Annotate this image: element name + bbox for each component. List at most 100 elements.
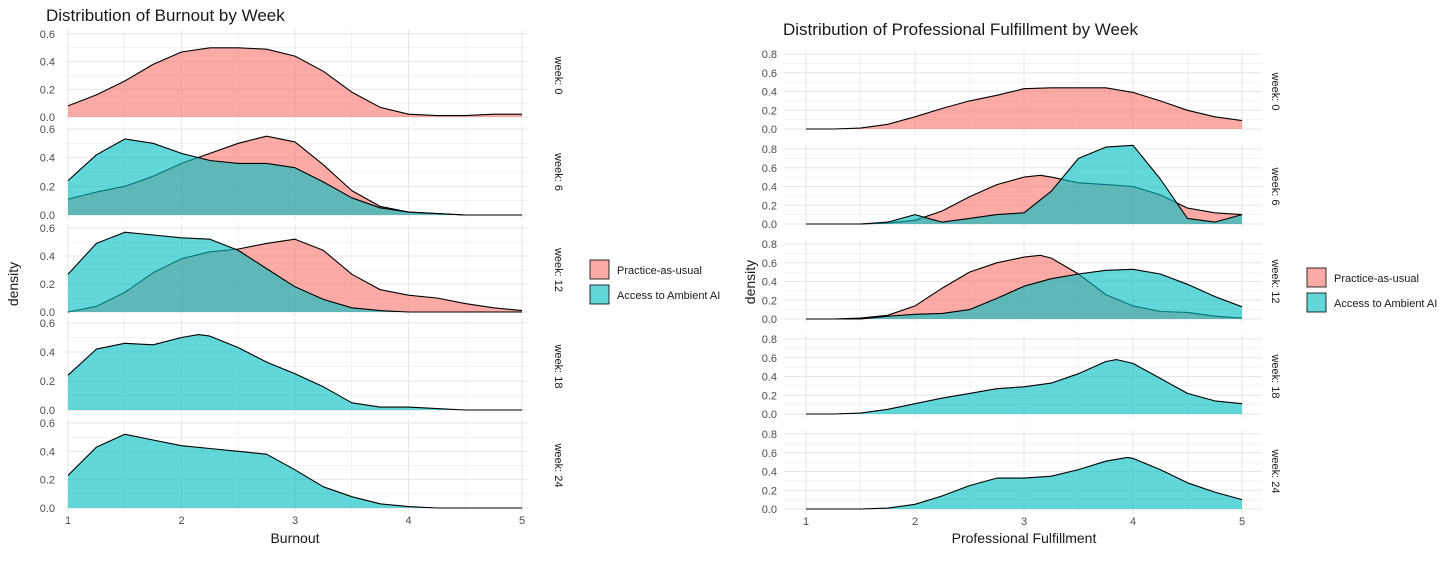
facet-strip-label: week: 12 — [1269, 258, 1281, 303]
chart-title: Distribution of Burnout by Week — [46, 6, 285, 25]
y-tick-label: 0.6 — [40, 418, 55, 430]
y-tick-label: 0.8 — [762, 334, 777, 346]
density-area-access-to-ambient-ai — [806, 269, 1242, 319]
density-line-access-to-ambient-ai — [67, 433, 522, 509]
facet-strip-label: week: 6 — [1269, 167, 1281, 206]
y-tick-label: 0.2 — [762, 105, 777, 117]
legend-swatch-practice — [589, 259, 610, 280]
density-area-access-to-ambient-ai — [68, 232, 522, 312]
y-tick-label: 0.6 — [762, 258, 777, 270]
density-area-access-to-ambient-ai — [806, 457, 1242, 509]
density-area-practice-as-usual — [806, 87, 1242, 129]
y-axis-label: density — [742, 260, 758, 304]
x-tick-label: 4 — [1130, 516, 1136, 528]
facet-strip-label: week: 0 — [1269, 72, 1281, 111]
y-tick-label: 0.4 — [762, 87, 777, 99]
y-tick-label: 0.6 — [40, 223, 55, 235]
y-tick-label: 0.4 — [40, 347, 55, 359]
y-tick-label: 0.6 — [40, 124, 55, 136]
x-tick-label: 1 — [803, 516, 809, 528]
y-tick-label: 0.0 — [762, 124, 777, 136]
density-area-access-to-ambient-ai — [68, 434, 522, 508]
y-tick-label: 0.0 — [762, 219, 777, 231]
legend-swatch-practice — [1306, 267, 1327, 288]
density-area-access-to-ambient-ai — [68, 334, 522, 410]
y-tick-label: 0.6 — [762, 163, 777, 175]
density-line-access-to-ambient-ai — [806, 359, 1243, 415]
density-area-practice-as-usual — [68, 47, 522, 117]
density-line-practice-as-usual — [67, 47, 522, 117]
y-tick-label: 0.2 — [762, 390, 777, 402]
y-tick-label: 0.4 — [40, 251, 55, 263]
y-tick-label: 0.6 — [762, 68, 777, 80]
facet-week-0: 0.0 0.2 0.4 0.6 week: 0 — [40, 29, 564, 124]
y-tick-label: 0.0 — [40, 210, 55, 222]
x-tick-label: 3 — [1021, 516, 1027, 528]
facet-strip-label: week: 24 — [1269, 448, 1281, 493]
y-tick-label: 0.2 — [762, 485, 777, 497]
y-tick-label: 0.6 — [762, 448, 777, 460]
facet-strip-label: week: 6 — [552, 152, 564, 191]
y-tick-label: 0.4 — [40, 446, 55, 458]
facet-strip-label: week: 18 — [1269, 353, 1281, 398]
facet-week-18: 0.0 0.2 0.4 0.6 week: 18 — [40, 318, 564, 417]
y-tick-label: 0.2 — [40, 475, 55, 487]
facet-week-12: 0.0 0.2 0.4 0.6 0.8 week: 12 — [762, 239, 1281, 326]
facet-week-24: 0.0 0.2 0.4 0.6 week: 24 — [40, 418, 564, 515]
y-tick-label: 0.2 — [40, 376, 55, 388]
x-tick-label: 2 — [912, 516, 918, 528]
y-axis-label: density — [5, 262, 21, 306]
y-tick-label: 0.0 — [762, 504, 777, 516]
facet-week-0: 0.0 0.2 0.4 0.6 0.8 week: 0 — [762, 49, 1281, 136]
chart-2: Distribution of Professional Fulfillment… — [742, 20, 1281, 546]
y-tick-label: 0.4 — [40, 153, 55, 165]
density-line-access-to-ambient-ai — [67, 231, 522, 313]
y-tick-label: 0.4 — [762, 182, 777, 194]
y-tick-label: 0.6 — [762, 353, 777, 365]
x-axis: 1 2 3 4 5 Burnout — [65, 515, 525, 546]
y-tick-label: 0.8 — [762, 49, 777, 61]
density-line-access-to-ambient-ai — [67, 334, 522, 411]
y-tick-label: 0.2 — [40, 181, 55, 193]
legend-1: Practice-as-usual Access to Ambient AI — [589, 259, 720, 305]
facet-strip-label: week: 0 — [552, 56, 564, 95]
density-line-practice-as-usual — [806, 87, 1243, 130]
y-tick-label: 0.8 — [762, 429, 777, 441]
y-tick-label: 0.8 — [762, 144, 777, 156]
y-tick-label: 0.0 — [762, 314, 777, 326]
y-tick-label: 0.0 — [40, 405, 55, 417]
legend-label-practice: Practice-as-usual — [1334, 273, 1419, 285]
x-axis: 1 2 3 4 5 Professional Fulfillment — [803, 516, 1245, 546]
y-tick-label: 0.4 — [40, 57, 55, 69]
x-tick-label: 4 — [405, 515, 411, 527]
legend-swatch-ambient — [589, 284, 610, 305]
x-axis-label: Professional Fulfillment — [952, 530, 1097, 546]
y-tick-label: 0.2 — [40, 84, 55, 96]
y-tick-label: 0.2 — [40, 279, 55, 291]
y-tick-label: 0.6 — [40, 29, 55, 41]
density-line-access-to-ambient-ai — [806, 456, 1243, 510]
facet-strip-label: week: 18 — [552, 343, 564, 388]
y-tick-label: 0.4 — [762, 277, 777, 289]
density-line-access-to-ambient-ai — [806, 268, 1243, 320]
x-tick-label: 2 — [178, 515, 184, 527]
legend-2: Practice-as-usual Access to Ambient AI — [1306, 267, 1437, 313]
x-tick-label: 5 — [1239, 516, 1245, 528]
density-line-access-to-ambient-ai — [806, 144, 1243, 225]
facet-week-24: 0.0 0.2 0.4 0.6 0.8 week: 24 — [762, 429, 1281, 516]
y-tick-label: 0.2 — [762, 200, 777, 212]
x-tick-label: 3 — [292, 515, 298, 527]
facet-week-6: 0.0 0.2 0.4 0.6 0.8 week: 6 — [762, 144, 1281, 231]
x-tick-label: 1 — [65, 515, 71, 527]
facet-week-6: 0.0 0.2 0.4 0.6 week: 6 — [40, 124, 564, 222]
facet-strip-label: week: 24 — [552, 442, 564, 487]
y-tick-label: 0.0 — [40, 307, 55, 319]
x-tick-label: 5 — [519, 515, 525, 527]
y-tick-label: 0.8 — [762, 239, 777, 251]
y-tick-label: 0.0 — [762, 409, 777, 421]
legend-label-practice: Practice-as-usual — [617, 265, 702, 277]
y-tick-label: 0.6 — [40, 318, 55, 330]
y-tick-label: 0.4 — [762, 372, 777, 384]
chart-title: Distribution of Professional Fulfillment… — [783, 20, 1138, 39]
